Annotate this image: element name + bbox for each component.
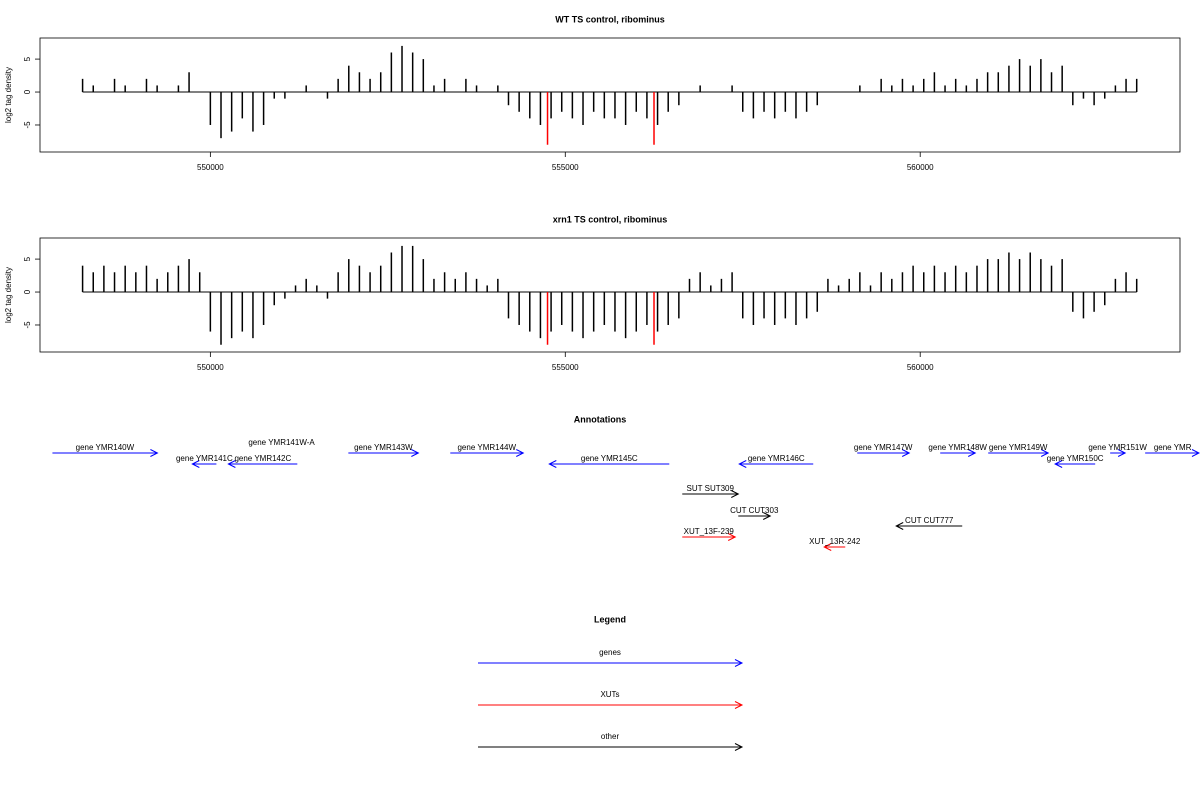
feature-arrow-head (967, 449, 977, 457)
feature-label: gene YMR146C (748, 454, 805, 463)
y-tick-label: 5 (23, 256, 32, 261)
feature-label: gene YMR148W (928, 443, 987, 452)
feature-arrow-head (762, 512, 772, 520)
feature-arrow-head (731, 490, 740, 498)
feature-arrow-head (1040, 449, 1050, 457)
feature-arrow-head (1117, 449, 1127, 457)
annotations-title: Annotations (574, 414, 627, 424)
chart-title: xrn1 TS control, ribominus (553, 214, 668, 224)
feature-arrow-head (227, 460, 236, 468)
feature-label: gene YMR150C (1047, 454, 1104, 463)
feature-arrow-head (150, 449, 159, 457)
y-tick-label: -5 (23, 321, 32, 329)
feature-label: gene YMR151W (1088, 443, 1147, 452)
legend-title: Legend (594, 614, 626, 624)
feature-label: XUT_13R-242 (809, 537, 861, 546)
feature-arrow-head (191, 460, 200, 468)
y-tick-label: 0 (23, 89, 32, 94)
feature-arrow-head (901, 449, 911, 457)
legend-arrow-head (734, 701, 744, 709)
feature-arrow-head (1191, 449, 1200, 457)
y-tick-label: 5 (23, 56, 32, 61)
feature-arrow-head (823, 543, 832, 551)
x-tick-label: 550000 (197, 163, 224, 172)
legend-label: other (601, 732, 620, 741)
feature-label: gene YMR140W (76, 443, 135, 452)
x-tick-label: 555000 (552, 163, 579, 172)
feature-label: gene YMR141W-A (248, 438, 315, 447)
legend-label: genes (599, 648, 621, 657)
y-axis-label: log2 tag density (4, 67, 13, 123)
x-tick-label: 560000 (907, 163, 934, 172)
feature-arrow-head (895, 522, 904, 530)
feature-arrow-head (411, 449, 420, 457)
feature-label: gene YMR143W (354, 443, 413, 452)
feature-label: XUT_13F-239 (684, 527, 735, 536)
feature-arrow-head (738, 460, 747, 468)
legend-arrow-head (734, 659, 744, 667)
feature-label: CUT CUT303 (730, 506, 779, 515)
feature-arrow-head (516, 449, 525, 457)
feature-label: gene YMR145C (581, 454, 638, 463)
feature-label: gene YMR142C (234, 454, 291, 463)
y-tick-label: -5 (23, 121, 32, 129)
plot-frame (39, 37, 1181, 153)
chart-title: WT TS control, ribominus (555, 14, 665, 24)
feature-label: gene YMR149W (989, 443, 1048, 452)
legend-label: XUTs (600, 690, 619, 699)
feature-label: gene YMR147W (854, 443, 913, 452)
y-tick-label: 0 (23, 289, 32, 294)
feature-label: gene YMR (1154, 443, 1192, 452)
feature-label: CUT CUT777 (905, 516, 954, 525)
x-tick-label: 555000 (552, 363, 579, 372)
y-axis-label: log2 tag density (4, 267, 13, 323)
feature-arrow-head (1054, 460, 1063, 468)
feature-label: SUT SUT309 (687, 484, 735, 493)
feature-label: gene YMR141C (176, 454, 233, 463)
plot-frame (39, 237, 1181, 353)
legend-arrow-head (734, 743, 744, 751)
x-tick-label: 560000 (907, 363, 934, 372)
feature-label: gene YMR144W (457, 443, 516, 452)
feature-arrow-head (548, 460, 557, 468)
feature-arrow-head (727, 533, 737, 541)
x-tick-label: 550000 (197, 363, 224, 372)
